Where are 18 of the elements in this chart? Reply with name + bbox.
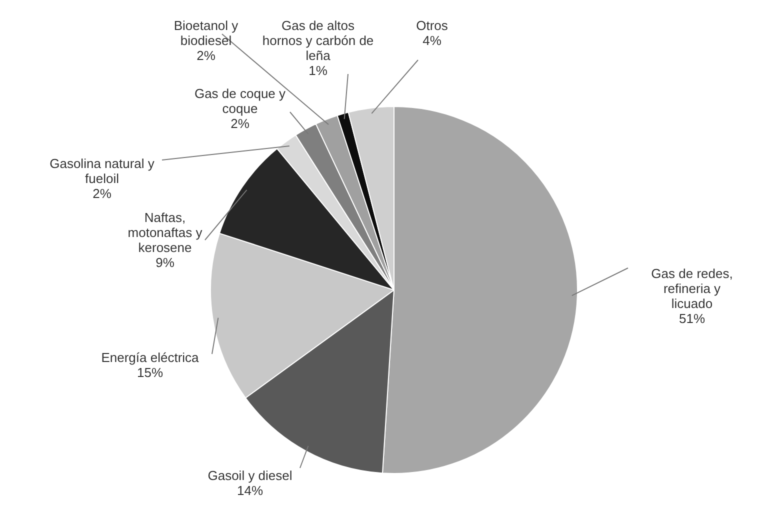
slice-label: Gasolina natural y fueloil [50, 156, 155, 186]
slice-label: Naftas, motonaftas y kerosene [128, 210, 203, 256]
data-label: 51% [678, 311, 706, 326]
data-label: 14% [236, 483, 264, 498]
slice-label: Gas de altos hornos y carbón de leña [262, 18, 374, 64]
slice-label: Energía eléctrica [101, 350, 200, 366]
slice-label: Gas de coque y coque [194, 86, 286, 116]
data-label: 2% [92, 186, 112, 202]
slice-label: Bioetanol y biodiesel [174, 18, 239, 48]
data-label: 2% [196, 48, 216, 64]
data-label: 15% [136, 365, 164, 380]
slice-label: Gas de redes, refineria y licuado [651, 266, 733, 312]
data-label: 9% [156, 255, 175, 270]
slice-label: Gasoil y diesel [208, 468, 292, 484]
data-label: 4% [422, 33, 442, 48]
data-label: 2% [230, 116, 250, 132]
slice-label: Otros [416, 18, 448, 34]
data-label: 1% [308, 63, 328, 78]
